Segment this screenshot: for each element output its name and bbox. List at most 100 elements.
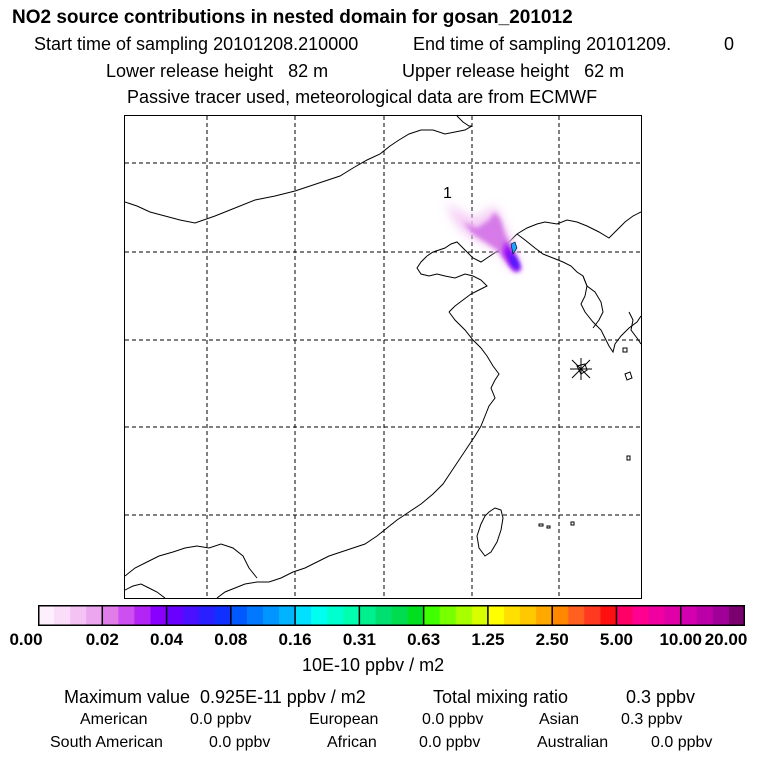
colorbar-tick-label: 0.08 xyxy=(214,630,248,649)
region-name-european: European xyxy=(309,711,379,728)
maximum-value-label: Maximum value 0.925E-11 ppbv / m2 xyxy=(64,687,366,707)
colorbar-swatch xyxy=(536,605,553,626)
coastline xyxy=(416,255,488,313)
colorbar-swatch xyxy=(664,605,682,626)
region-value-south-american: 0.0 ppbv xyxy=(209,734,271,751)
region-value-asian: 0.3 ppbv xyxy=(621,711,683,728)
source-label: 1 xyxy=(443,185,452,202)
graticule xyxy=(125,116,641,598)
colorbar-swatch xyxy=(552,605,569,626)
colorbar-swatch xyxy=(279,605,296,626)
region-name-australian: Australian xyxy=(537,734,609,751)
end-time-label: End time of sampling 20101209. xyxy=(413,34,672,54)
colorbar-tick-label: 0.04 xyxy=(149,630,184,649)
colorbar-swatch xyxy=(134,605,152,626)
colorbar-swatch xyxy=(295,605,312,626)
region-name-american: American xyxy=(80,711,148,728)
colorbar-swatch xyxy=(584,605,601,626)
island-outline xyxy=(576,363,588,375)
colorbar-swatch xyxy=(343,605,360,626)
colorbar-swatch xyxy=(359,605,377,626)
page-title: NO2 source contributions in nested domai… xyxy=(12,7,573,28)
colorbar-swatch xyxy=(375,605,393,626)
end-time-suffix: 0 xyxy=(724,34,735,54)
colorbar-swatch xyxy=(230,605,248,626)
colorbar-swatch xyxy=(182,605,200,626)
colorbar-tick-label: 0.02 xyxy=(85,630,119,649)
region-value-european: 0.0 ppbv xyxy=(422,711,484,728)
colorbar-swatch xyxy=(198,605,216,626)
colorbar-swatch xyxy=(70,605,87,626)
colorbar-swatch xyxy=(728,605,745,626)
colorbar xyxy=(38,605,745,626)
total-mixing-ratio-value: 0.3 ppbv xyxy=(626,687,696,707)
colorbar-swatch xyxy=(487,605,505,626)
island-outline xyxy=(538,523,544,527)
colorbar-tick-label: 20.00 xyxy=(704,630,748,649)
colorbar-swatch xyxy=(86,605,103,626)
colorbar-swatch xyxy=(423,605,441,626)
border-line xyxy=(516,211,641,239)
region-value-australian: 0.0 ppbv xyxy=(651,734,713,751)
colorbar-border xyxy=(38,605,745,626)
colorbar-swatch xyxy=(600,605,618,626)
coastline xyxy=(628,311,641,345)
map-canvas: 1 xyxy=(125,116,641,598)
colorbar-swatch xyxy=(712,605,730,626)
lower-release-height-label: Lower release height 82 m xyxy=(106,61,329,81)
coastlines xyxy=(125,116,641,598)
colorbar-tick-label: 10.00 xyxy=(659,630,702,649)
taiwan-outline xyxy=(476,507,504,557)
island-outline xyxy=(622,347,628,353)
upper-release-height-label: Upper release height 62 m xyxy=(402,61,625,81)
island-outline xyxy=(626,455,631,461)
colorbar-swatch xyxy=(632,605,650,626)
region-name-african: African xyxy=(327,734,377,751)
meteorology-note: Passive tracer used, meteorological data… xyxy=(127,87,598,107)
colorbar-swatch xyxy=(503,605,521,626)
region-name-asian: Asian xyxy=(539,711,580,728)
island-outline xyxy=(570,521,575,526)
total-mixing-ratio-label: Total mixing ratio xyxy=(433,687,569,707)
region-name-south-american: South American xyxy=(50,734,163,751)
colorbar-tick-label: 2.50 xyxy=(535,630,569,649)
colorbar-swatch xyxy=(262,605,280,626)
colorbar-tick-label: 0.63 xyxy=(407,630,441,649)
colorbar-tick-label: 0.00 xyxy=(9,630,43,649)
coastline xyxy=(582,275,604,329)
colorbar-tick-label: 0.16 xyxy=(278,630,312,649)
island-outline xyxy=(546,525,551,529)
colorbar-swatch xyxy=(327,605,344,626)
region-value-african: 0.0 ppbv xyxy=(419,734,481,751)
colorbar-unit: 10E-10 ppbv / m2 xyxy=(302,655,445,675)
colorbar-swatch xyxy=(311,605,328,626)
asterisk-marker-icon xyxy=(570,358,592,380)
colorbar-swatch xyxy=(246,605,264,626)
coastline xyxy=(216,311,500,598)
colorbar-tick-label: 5.00 xyxy=(599,630,633,649)
colorbar-swatch xyxy=(696,605,714,626)
colorbar-swatch xyxy=(391,605,409,626)
colorbar-swatch xyxy=(568,605,585,626)
colorbar-swatch xyxy=(520,605,537,626)
colorbar-swatch xyxy=(455,605,473,626)
island-outline xyxy=(624,371,633,381)
start-time-label: Start time of sampling 20101208.210000 xyxy=(34,34,359,54)
coastline xyxy=(516,233,641,354)
colorbar-swatch xyxy=(118,605,136,626)
colorbar-tick-label: 0.31 xyxy=(342,630,376,649)
border-line xyxy=(456,116,472,127)
colorbar-swatch xyxy=(407,605,425,626)
border-line xyxy=(125,125,473,224)
colorbar-swatch xyxy=(38,605,55,626)
map-panel: 1 xyxy=(124,115,642,599)
colorbar-swatch xyxy=(54,605,71,626)
colorbar-swatch xyxy=(166,605,184,626)
colorbar-swatch xyxy=(680,605,698,626)
region-value-american: 0.0 ppbv xyxy=(190,711,252,728)
border-line xyxy=(125,583,166,598)
border-line xyxy=(125,543,258,579)
colorbar-swatch xyxy=(439,605,457,626)
concentration-plume xyxy=(447,202,521,272)
colorbar-swatch xyxy=(648,605,666,626)
